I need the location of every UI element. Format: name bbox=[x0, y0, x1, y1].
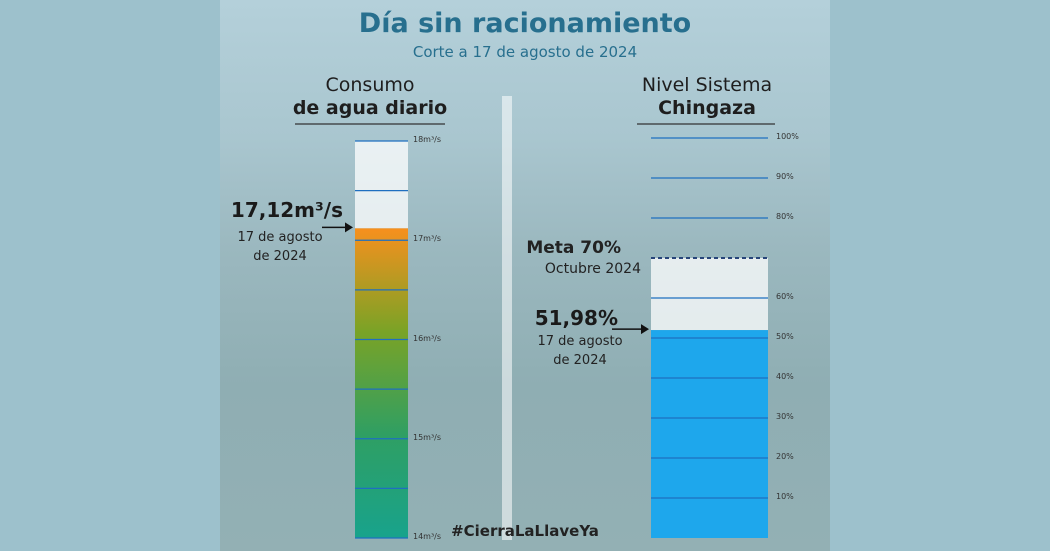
date-label: de 2024 bbox=[253, 249, 307, 264]
y-tick-label: 14m³/s bbox=[413, 532, 442, 541]
gauge-empty bbox=[651, 258, 768, 331]
title: Día sin racionamiento bbox=[358, 8, 692, 39]
target-label: Meta 70% bbox=[526, 238, 621, 258]
y-tick-label: 15m³/s bbox=[413, 432, 442, 442]
y-tick-label: 20% bbox=[776, 452, 794, 461]
y-tick-label: 60% bbox=[776, 292, 794, 301]
y-tick-label: 18m³/s bbox=[413, 135, 442, 144]
value-label: 17,12m³/s bbox=[230, 198, 343, 222]
y-tick-label: 80% bbox=[776, 212, 794, 221]
arrow-head bbox=[345, 222, 353, 233]
date-label: 17 de agosto bbox=[537, 334, 623, 349]
hashtag: #CierraLaLlaveYa bbox=[451, 522, 599, 540]
y-tick-label: 100% bbox=[776, 132, 799, 141]
gauge-empty bbox=[355, 141, 408, 229]
divider bbox=[502, 96, 512, 540]
y-tick-label: 10% bbox=[776, 492, 794, 501]
target-note: Octubre 2024 bbox=[544, 261, 641, 277]
arrow-head bbox=[641, 324, 649, 335]
y-tick-label: 30% bbox=[776, 412, 794, 421]
gauge-fill bbox=[355, 228, 408, 538]
gauge-fill bbox=[651, 330, 768, 538]
y-tick-label: 90% bbox=[776, 172, 794, 181]
y-tick-label: 17m³/s bbox=[413, 234, 442, 244]
chart-title: de agua diario bbox=[292, 97, 448, 119]
y-tick-label: 50% bbox=[776, 332, 794, 341]
chart-title: Chingaza bbox=[658, 97, 756, 119]
chart-title: Consumo bbox=[325, 74, 415, 96]
date-label: 17 de agosto bbox=[237, 230, 323, 245]
date-label: de 2024 bbox=[553, 353, 607, 368]
chart-title: Nivel Sistema bbox=[641, 74, 773, 96]
subtitle: Corte a 17 de agosto de 2024 bbox=[412, 43, 638, 61]
value-label: 51,98% bbox=[534, 306, 618, 330]
y-tick-label: 16m³/s bbox=[413, 333, 442, 343]
y-tick-label: 40% bbox=[776, 372, 794, 381]
